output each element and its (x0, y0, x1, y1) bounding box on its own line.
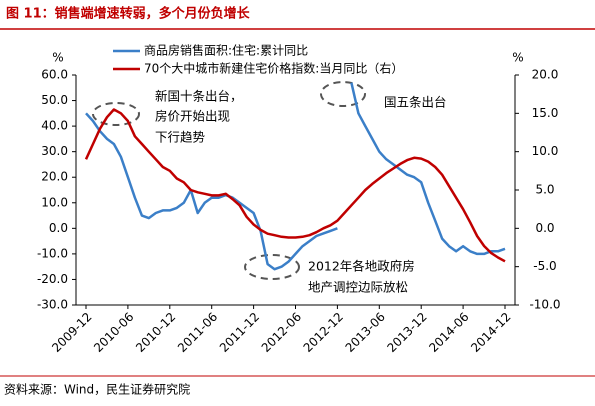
x-tick-label: 2012-12 (301, 310, 346, 355)
x-tick-label: 2014-12 (468, 310, 513, 355)
y-tick-label: 40.0 (41, 119, 68, 133)
y-tick-label: 20.0 (41, 170, 68, 184)
y-tick-label: 30.0 (41, 144, 68, 158)
y-tick-label: 10.0 (41, 195, 68, 209)
y-tick-label: -10.0 (37, 246, 68, 260)
x-tick-label: 2010-12 (133, 310, 178, 355)
y2-tick-label: -5.0 (533, 259, 556, 273)
y-tick-label: 0.0 (49, 221, 68, 235)
y2-tick-label: 20.0 (532, 68, 559, 82)
x-tick-label: 2013-06 (343, 310, 388, 355)
y2-tick-label: 5.0 (535, 183, 554, 197)
annotation: 国五条出台 (384, 95, 447, 110)
x-tick-label: 2013-12 (384, 310, 429, 355)
y2-tick-label: -10.0 (529, 298, 560, 312)
y-tick-label: 60.0 (41, 68, 68, 82)
highlight (320, 81, 366, 107)
y-unit: % (52, 51, 63, 65)
annotation: 房价开始出现 (155, 109, 230, 124)
source: 资料来源：Wind，民生证券研究院 (4, 382, 190, 397)
annotation: 新国十条出台， (155, 89, 243, 104)
legend-label: 商品房销售面积:住宅:累计同比 (144, 43, 308, 58)
y2-tick-label: 0.0 (535, 221, 554, 235)
annotation: 下行趋势 (155, 130, 206, 145)
annotation: 地产调控边际放松 (308, 280, 408, 295)
x-tick-label: 2009-12 (49, 310, 94, 355)
y2-unit: % (512, 51, 523, 65)
x-tick-label: 2012-06 (259, 310, 304, 355)
x-tick-label: 2011-12 (217, 310, 262, 355)
chart-title: 图 11：销售端增速转弱，多个月份负增长 (6, 6, 251, 22)
y-tick-label: -20.0 (37, 272, 68, 286)
y-tick-label: 50.0 (41, 93, 68, 107)
series-line (84, 108, 506, 263)
y2-tick-label: 15.0 (532, 106, 559, 120)
y2-tick-label: 10.0 (532, 144, 559, 158)
series-line (85, 82, 506, 271)
annotation: 2012年各地政府房 (308, 259, 415, 274)
highlight (244, 254, 300, 280)
highlight (92, 102, 140, 126)
legend-label: 70个大中城市新建住宅价格指数:当月同比（右） (144, 61, 403, 76)
x-tick-label: 2011-06 (175, 310, 220, 355)
y-tick-label: -30.0 (37, 298, 68, 312)
x-tick-label: 2014-06 (426, 310, 471, 355)
x-tick-label: 2010-06 (91, 310, 136, 355)
